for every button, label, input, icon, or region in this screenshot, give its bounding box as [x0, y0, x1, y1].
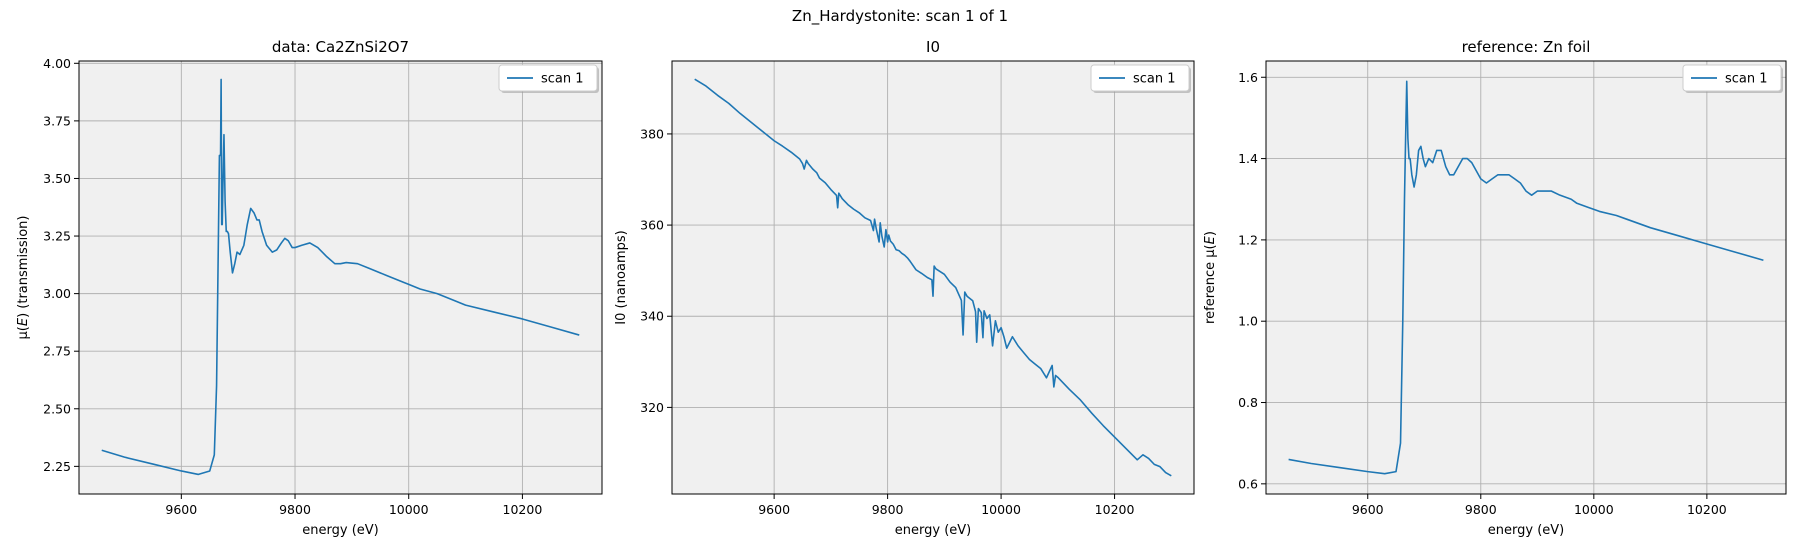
- y-tick-label: 320: [640, 400, 664, 415]
- y-axis-label-part: μ(: [16, 326, 31, 339]
- legend-box: [1090, 64, 1190, 92]
- legend-box: [498, 64, 598, 92]
- plot-area: [79, 61, 602, 494]
- axes-frame: [1265, 60, 1787, 495]
- y-tick-label: 3.00: [43, 286, 71, 301]
- series-line-1: [1288, 80, 1764, 475]
- y-tick-label: 380: [640, 126, 664, 141]
- figure-suptitle: Zn_Hardystonite: scan 1 of 1: [792, 7, 1008, 26]
- axes-frame: [671, 60, 1195, 495]
- legend-label: scan 1: [541, 72, 584, 87]
- y-tick-label: 360: [640, 218, 664, 233]
- y-tick-label: 1.2: [1238, 232, 1258, 247]
- x-tick-label: 9600: [165, 502, 197, 517]
- x-tick-label: 10000: [389, 502, 429, 517]
- x-axis-label: energy (eV): [895, 523, 971, 538]
- y-tick-label: 0.8: [1238, 395, 1258, 410]
- panel-i0: 9600 9800 10000 10200 320 340 360 380 I0 energy (…: [614, 38, 1195, 538]
- panel-title: data: Ca2ZnSi2O7: [272, 38, 409, 56]
- x-tick-label: 10200: [1687, 502, 1727, 517]
- y-tick-label: 340: [640, 309, 664, 324]
- x-axis-label: energy (eV): [302, 523, 378, 538]
- y-tick-label: 4.00: [43, 56, 71, 71]
- panel-reference: 9600 9800 10000 10200 0.6 0.8 1.0 1.2 1.4 1.6 refe…: [1203, 38, 1787, 538]
- y-tick-label: 1.6: [1238, 70, 1258, 85]
- x-tick-label: 9600: [1352, 502, 1384, 517]
- y-axis-label: reference μ(E): [1203, 231, 1218, 324]
- series-line-1: [694, 78, 1172, 477]
- legend-label: scan 1: [1133, 72, 1176, 87]
- x-tick-label: 9800: [1465, 502, 1497, 517]
- x-tick-label: 9800: [872, 502, 904, 517]
- y-axis-label-part: ): [1203, 231, 1218, 236]
- y-tick-label: 2.50: [43, 401, 71, 416]
- x-tick-label: 10000: [1574, 502, 1614, 517]
- panel-title: reference: Zn foil: [1462, 38, 1591, 56]
- axes-frame: [78, 60, 603, 495]
- y-axis-label-part: E: [1203, 235, 1218, 244]
- legend-label: scan 1: [1725, 72, 1768, 87]
- y-tick-label: 3.75: [43, 113, 71, 128]
- plot-area: [1266, 61, 1786, 494]
- legend-box: [1682, 64, 1782, 92]
- x-tick-label: 10200: [503, 502, 543, 517]
- series-line-1: [101, 78, 580, 476]
- x-tick-label: 10000: [981, 502, 1021, 517]
- x-tick-label: 9600: [758, 502, 790, 517]
- y-axis-label-part: ) (transmission): [16, 216, 31, 318]
- panel-mu-transmission: 9600 9800 10000 10200 2.25 2.50 2.75 3.00 3.25 3.…: [16, 38, 603, 538]
- y-tick-label: 2.75: [43, 344, 71, 359]
- y-axis-label-part: E: [16, 317, 31, 326]
- y-tick-label: 3.50: [43, 171, 71, 186]
- y-axis-label-part: I0 (nanoamps): [614, 230, 629, 324]
- y-axis-label: μ(E) (transmission): [16, 216, 31, 340]
- y-axis-label-part: reference μ(: [1203, 244, 1218, 324]
- x-tick-label: 9800: [279, 502, 311, 517]
- y-tick-label: 2.25: [43, 459, 71, 474]
- panel-title: I0: [926, 38, 940, 56]
- x-axis-label: energy (eV): [1488, 523, 1564, 538]
- y-tick-label: 3.25: [43, 229, 71, 244]
- y-axis-label: I0 (nanoamps): [614, 230, 629, 324]
- y-tick-label: 1.0: [1238, 314, 1258, 329]
- y-tick-label: 0.6: [1238, 476, 1258, 491]
- x-tick-label: 10200: [1095, 502, 1135, 517]
- y-tick-label: 1.4: [1238, 151, 1258, 166]
